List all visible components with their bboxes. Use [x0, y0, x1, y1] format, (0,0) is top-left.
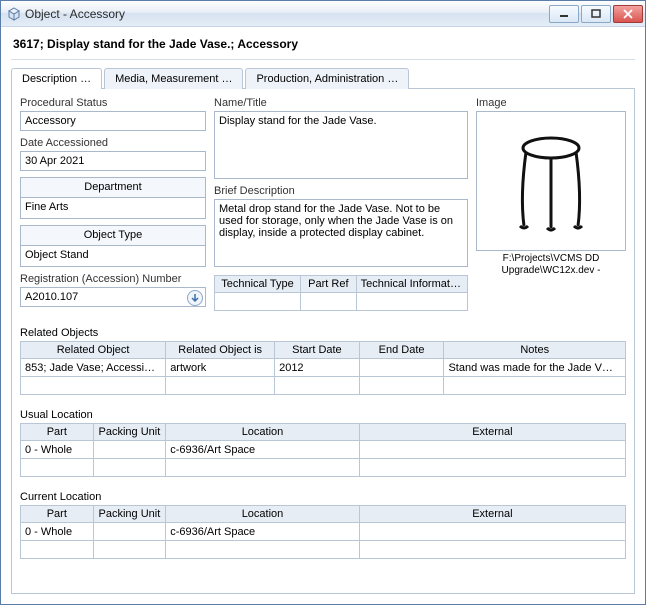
image-caption: F:\Projects\VCMS DD Upgrade\WC12x.dev - [476, 253, 626, 277]
tech-col-info[interactable]: Technical Information [356, 276, 467, 293]
usual-location-title: Usual Location [20, 409, 626, 421]
image-label: Image [476, 97, 626, 109]
tab-production[interactable]: Production, Administration … [245, 68, 409, 89]
name-title-field[interactable]: Display stand for the Jade Vase. [214, 111, 468, 179]
registration-field[interactable]: A2010.107 [20, 287, 206, 307]
ul-col-location[interactable]: Location [166, 424, 360, 441]
tech-col-type[interactable]: Technical Type [215, 276, 301, 293]
table-row[interactable]: 853; Jade Vase; Accessi… artwork 2012 St… [21, 359, 626, 377]
date-accessioned-field[interactable]: 30 Apr 2021 [20, 151, 206, 171]
ul-col-part[interactable]: Part [21, 424, 94, 441]
current-location-title: Current Location [20, 491, 626, 503]
tech-col-partref[interactable]: Part Ref [301, 276, 357, 293]
cl-col-location[interactable]: Location [166, 506, 360, 523]
technical-table[interactable]: Technical Type Part Ref Technical Inform… [214, 275, 468, 311]
cl-col-external[interactable]: External [359, 506, 625, 523]
cl-col-part[interactable]: Part [21, 506, 94, 523]
titlebar[interactable]: Object - Accessory [1, 1, 645, 27]
window-title: Object - Accessory [25, 7, 125, 21]
registration-label: Registration (Accession) Number [20, 273, 206, 285]
department-field[interactable]: Fine Arts [21, 198, 205, 218]
related-objects-table[interactable]: Related Object Related Object is Start D… [20, 341, 626, 395]
brief-desc-label: Brief Description [214, 185, 468, 197]
table-row[interactable] [21, 377, 626, 395]
brief-desc-field[interactable]: Metal drop stand for the Jade Vase. Not … [214, 199, 468, 267]
image-column: Image F:\Projects\VCMS DD Upgrade\WC1 [476, 97, 626, 313]
table-row[interactable]: 0 - Whole c-6936/Art Space [21, 441, 626, 459]
registration-value: A2010.107 [25, 291, 78, 303]
registration-lookup-button[interactable] [187, 290, 203, 306]
tab-panel: Procedural Status Accessory Date Accessi… [11, 88, 635, 594]
rel-col-object[interactable]: Related Object [21, 342, 166, 359]
related-objects-title: Related Objects [20, 327, 626, 339]
minimize-button[interactable] [549, 5, 579, 23]
table-row[interactable] [215, 293, 468, 311]
tab-media[interactable]: Media, Measurement … [104, 68, 243, 89]
left-column: Procedural Status Accessory Date Accessi… [20, 97, 206, 313]
date-accessioned-label: Date Accessioned [20, 137, 206, 149]
table-row[interactable]: 0 - Whole c-6936/Art Space [21, 523, 626, 541]
cube-icon [7, 7, 21, 21]
table-row[interactable] [21, 459, 626, 477]
related-objects-section: Related Objects Related Object Related O… [20, 321, 626, 395]
close-button[interactable] [613, 5, 643, 23]
middle-column: Name/Title Display stand for the Jade Va… [214, 97, 468, 313]
rel-col-is[interactable]: Related Object is [166, 342, 275, 359]
stand-icon [506, 126, 596, 236]
rel-col-notes[interactable]: Notes [444, 342, 626, 359]
rel-col-start[interactable]: Start Date [275, 342, 360, 359]
usual-location-table[interactable]: Part Packing Unit Location External 0 - … [20, 423, 626, 477]
procedural-status-field[interactable]: Accessory [20, 111, 206, 131]
ul-col-packing[interactable]: Packing Unit [93, 424, 166, 441]
table-row[interactable] [21, 541, 626, 559]
name-title-label: Name/Title [214, 97, 468, 109]
usual-location-section: Usual Location Part Packing Unit Locatio… [20, 403, 626, 477]
object-type-header: Object Type [21, 226, 205, 246]
procedural-status-label: Procedural Status [20, 97, 206, 109]
object-type-field[interactable]: Object Stand [21, 246, 205, 266]
current-location-section: Current Location Part Packing Unit Locat… [20, 485, 626, 559]
tab-description[interactable]: Description … [11, 68, 102, 89]
maximize-button[interactable] [581, 5, 611, 23]
record-header: 3617; Display stand for the Jade Vase.; … [11, 33, 635, 60]
current-location-table[interactable]: Part Packing Unit Location External 0 - … [20, 505, 626, 559]
arrow-down-icon [190, 293, 200, 303]
rel-col-end[interactable]: End Date [359, 342, 444, 359]
image-frame[interactable] [476, 111, 626, 251]
window: Object - Accessory 3617; Display stand f… [0, 0, 646, 605]
cl-col-packing[interactable]: Packing Unit [93, 506, 166, 523]
tabstrip: Description … Media, Measurement … Produ… [11, 68, 635, 89]
ul-col-external[interactable]: External [359, 424, 625, 441]
department-header: Department [21, 178, 205, 198]
